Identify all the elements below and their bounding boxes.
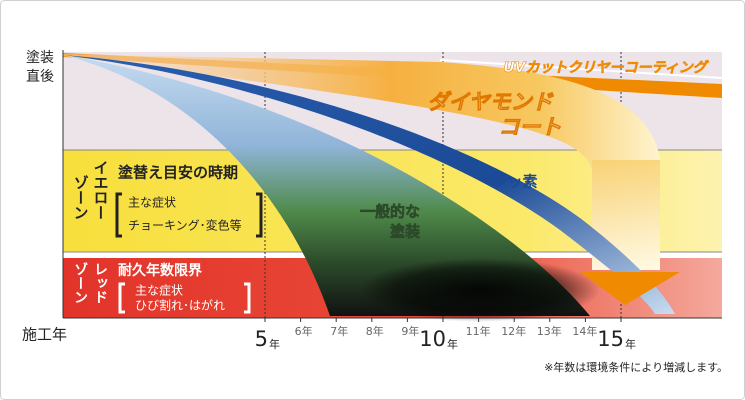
axis-top-label: 直後 [26, 68, 54, 85]
zone-name: ゾーン [72, 175, 90, 220]
zone-name: ゾーン [72, 262, 88, 304]
x-tick-label: 12 [501, 325, 515, 338]
zone-symptoms: チョーキング･変色等 [128, 218, 242, 233]
x-tick-unit: 年 [373, 324, 384, 338]
x-tick-label: 15 [597, 327, 624, 351]
x-tick-label: 11 [466, 325, 480, 338]
x-tick-unit: 年 [551, 324, 562, 338]
bracket [256, 192, 263, 238]
x-tick-label: 13 [537, 325, 551, 338]
x-tick-unit: 年 [408, 324, 419, 338]
x-tick-label: 14 [572, 325, 586, 338]
general-band [63, 55, 590, 316]
smudge [360, 258, 600, 322]
x-tick-label: 6 [295, 325, 302, 338]
x-tick-label: 10 [419, 327, 446, 351]
zone-symptom-heading: 主な症状 [128, 195, 176, 210]
x-tick-unit: 年 [447, 337, 458, 351]
x-tick-label: 8 [366, 325, 373, 338]
curve-label: 塗装 [390, 223, 421, 241]
x-tick-unit: 年 [480, 324, 491, 338]
x-tick-unit: 年 [337, 324, 348, 338]
curve-label: コート [499, 115, 562, 139]
axis-bottom-label: 施工年 [22, 326, 67, 344]
zone-name: レッド [92, 262, 108, 304]
zone-title: 耐久年数限界 [118, 262, 203, 279]
x-tick-unit: 年 [269, 337, 280, 351]
bracket [118, 282, 125, 314]
zone-name: イエロー [92, 160, 110, 220]
zone-title: 塗替え目安の時期 [118, 164, 238, 182]
curve-label: 一般的な [360, 203, 420, 221]
diamond-band [63, 54, 660, 270]
x-tick-unit: 年 [625, 337, 636, 351]
curve-label: フッ素 [492, 173, 537, 191]
bracket [115, 192, 122, 238]
arrow [580, 272, 680, 305]
x-tick-label: 9 [401, 325, 408, 338]
uv-highlight [439, 59, 723, 79]
x-tick-unit: 年 [302, 324, 313, 338]
zone-symptoms: ひび割れ･はがれ [135, 298, 225, 313]
x-tick-label: 5 [255, 327, 268, 351]
x-tick-unit: 年 [515, 324, 526, 338]
x-tick-label: 7 [330, 325, 337, 338]
note: ※年数は環境条件により増減します。 [544, 360, 728, 374]
x-tick-unit: 年 [586, 324, 597, 338]
bracket [244, 282, 251, 314]
curve-label: ダイヤモンド [427, 90, 554, 114]
zone-symptom-heading: 主な症状 [135, 283, 183, 298]
curve-label: UVカットクリヤーコーティング [503, 59, 709, 76]
axis-top-label: 塗装 [26, 49, 54, 66]
